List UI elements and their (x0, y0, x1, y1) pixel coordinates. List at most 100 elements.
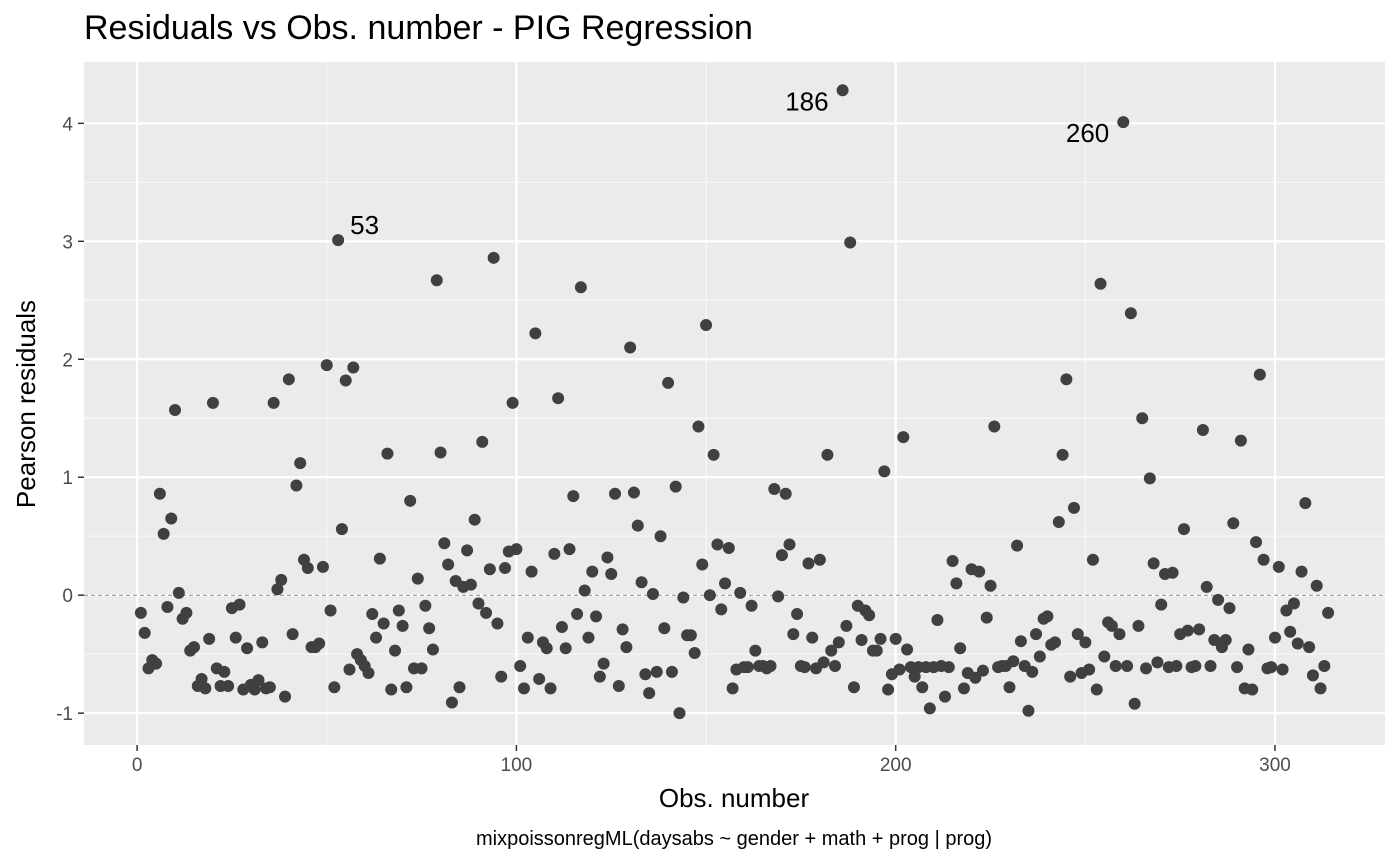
data-point (984, 579, 997, 592)
data-point (1253, 368, 1266, 381)
data-point (521, 631, 534, 644)
data-point (1322, 606, 1335, 619)
data-point (453, 681, 466, 694)
data-point (946, 554, 959, 567)
data-point (218, 665, 231, 678)
data-point (339, 374, 352, 387)
data-point (1234, 434, 1247, 447)
data-point (229, 631, 242, 644)
data-point (703, 589, 716, 602)
y-axis-title: Pearson residuals (11, 300, 41, 508)
data-point (529, 327, 542, 340)
data-point (415, 662, 428, 675)
data-point (134, 606, 147, 619)
data-point (1257, 553, 1270, 566)
data-point (798, 661, 811, 674)
data-point (1121, 659, 1134, 672)
data-point (1094, 277, 1107, 290)
data-point (514, 659, 527, 672)
data-point (445, 696, 458, 709)
annotation-label: 260 (1066, 118, 1109, 148)
data-point (301, 562, 314, 575)
x-tick-label: 100 (501, 755, 533, 776)
data-point (1014, 635, 1027, 648)
data-point (662, 376, 675, 389)
data-points (134, 84, 1335, 720)
data-point (1155, 598, 1168, 611)
data-point (1181, 624, 1194, 637)
data-point (1265, 661, 1278, 674)
data-point (389, 644, 402, 657)
data-point (506, 396, 519, 409)
data-point (1272, 560, 1285, 573)
data-point (555, 621, 568, 634)
data-point (1060, 373, 1073, 386)
data-point (1196, 424, 1209, 437)
data-point (316, 560, 329, 573)
data-point (627, 486, 640, 499)
data-point (275, 573, 288, 586)
data-point (377, 617, 390, 630)
data-point (165, 512, 178, 525)
data-point (256, 636, 269, 649)
data-point (404, 494, 417, 507)
data-point (1132, 619, 1145, 632)
data-point (605, 567, 618, 580)
data-point (252, 674, 265, 687)
data-point (821, 448, 834, 461)
data-point (267, 396, 280, 409)
data-point (684, 629, 697, 642)
data-point (203, 632, 216, 645)
data-point (597, 657, 610, 670)
data-point (783, 538, 796, 551)
data-point (836, 84, 849, 97)
data-point (624, 341, 637, 354)
data-point (157, 527, 170, 540)
data-point (832, 636, 845, 649)
data-point (939, 690, 952, 703)
data-point (434, 446, 447, 459)
data-point (1113, 628, 1126, 641)
data-point (954, 642, 967, 655)
data-point (988, 420, 1001, 433)
data-point (870, 644, 883, 657)
data-point (381, 447, 394, 460)
y-axis: -1 0 1 2 3 4 (56, 114, 84, 725)
data-point (1208, 634, 1221, 647)
data-point (658, 622, 671, 635)
data-point (893, 663, 906, 676)
data-point (1033, 650, 1046, 663)
data-point (882, 683, 895, 696)
data-point (241, 642, 254, 655)
data-point (286, 628, 299, 641)
data-point (1250, 536, 1263, 549)
data-point (442, 558, 455, 571)
data-point (1287, 597, 1300, 610)
data-point (430, 274, 443, 287)
data-point (517, 682, 530, 695)
data-point (1223, 602, 1236, 615)
data-point (844, 236, 857, 249)
data-point (1212, 593, 1225, 606)
data-point (688, 646, 701, 659)
data-point (282, 373, 295, 386)
y-tick-label: -1 (56, 704, 73, 725)
data-point (590, 610, 603, 623)
data-point (620, 641, 633, 654)
data-point (1242, 643, 1255, 656)
data-point (643, 687, 656, 700)
data-point (942, 661, 955, 674)
data-point (764, 659, 777, 672)
data-point (878, 465, 891, 478)
data-point (320, 359, 333, 372)
data-point (1030, 628, 1043, 641)
data-point (749, 644, 762, 657)
data-point (263, 681, 276, 694)
data-point (1147, 557, 1160, 570)
data-point (1280, 604, 1293, 617)
data-point (1193, 623, 1206, 636)
data-point (343, 663, 356, 676)
data-point (347, 361, 360, 374)
data-point (491, 617, 504, 630)
